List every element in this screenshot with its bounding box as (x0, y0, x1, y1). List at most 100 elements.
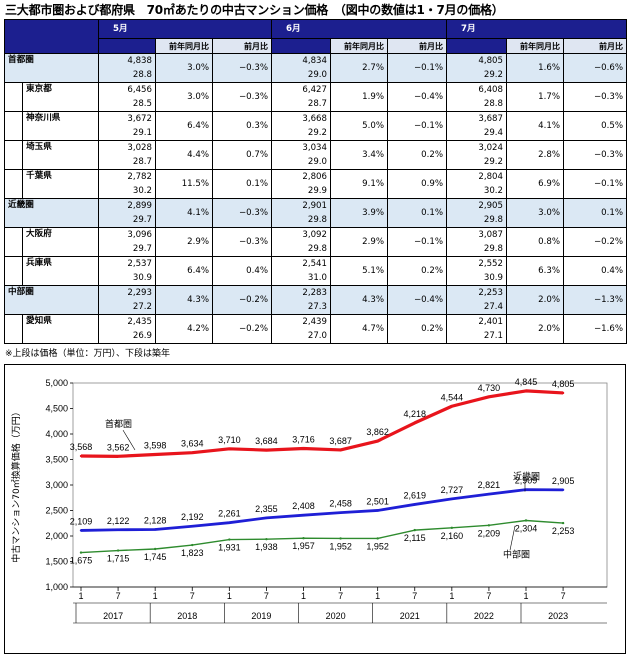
data-point (561, 521, 565, 525)
mom-cell: −0.4% (387, 82, 447, 112)
yoy-cell: 1.6% (506, 53, 564, 83)
data-label: 3,687 (329, 436, 352, 446)
yoy-cell: 2.0% (506, 285, 564, 315)
table-row: 埼玉県 3,028 4.4% 0.7% 3,034 3.4% 0.2% 3,024 2.8% −0… (4, 140, 627, 170)
yoy-cell: 5.1% (330, 256, 388, 286)
yoy-cell: 0.8% (506, 227, 564, 257)
mom-cell: 0.4% (563, 256, 627, 286)
region-label: 近畿圏 (8, 200, 34, 210)
region-name: 愛知県 (4, 314, 99, 344)
price-cell: 2,435 (98, 314, 156, 329)
data-point (524, 519, 528, 522)
yoy-cell: 5.0% (330, 111, 388, 141)
mom-cell: 0.2% (387, 256, 447, 286)
y-tick-label: 5,000 (45, 378, 68, 388)
data-label: 3,562 (107, 442, 130, 452)
price-cell: 2,804 (446, 169, 507, 184)
age-cell: 30.2 (446, 184, 507, 199)
x-tick-label: 7 (116, 591, 121, 601)
table-row-age: 29.7 29.8 29.8 (5, 242, 627, 257)
age-cell: 29.8 (271, 213, 331, 228)
age-cell: 29.9 (271, 184, 331, 199)
age-cell: 28.7 (271, 97, 331, 112)
data-point (302, 536, 305, 540)
series-name-chubu: 中部圏 (503, 548, 530, 560)
x-tick-label: 7 (338, 591, 343, 601)
price-cell: 3,034 (271, 140, 331, 155)
mom-cell: −0.1% (387, 227, 447, 257)
data-point (191, 451, 194, 454)
price-line-chart: 1,000 1,500 2,000 2,500 3,000 3,500 4,000 4,500… (10, 377, 608, 624)
data-label: 2,253 (552, 526, 575, 536)
series-name-shutoken: 首都圏 (105, 418, 132, 430)
table-row-age: 29.1 29.2 29.4 (5, 126, 627, 141)
data-point (376, 439, 379, 443)
price-cell: 2,283 (271, 285, 331, 300)
data-label: 4,845 (515, 377, 538, 387)
data-point (561, 488, 565, 492)
table-row-age: 30.2 29.9 30.2 (5, 184, 627, 199)
mom-cell: 0.1% (563, 198, 627, 228)
yoy-cell: 4.1% (506, 111, 564, 141)
yoy-cell: 6.4% (155, 111, 213, 141)
mom-cell: 0.1% (212, 169, 272, 199)
region-name: 兵庫県 (4, 256, 99, 286)
table-row: 千葉県 2,782 11.5% 0.1% 2,806 9.1% 0.9% 2,804 6.9% −… (4, 169, 627, 199)
data-label: 1,715 (107, 554, 130, 564)
region-name: 大阪府 (4, 227, 99, 257)
yoy-cell: 2.9% (155, 227, 213, 257)
yoy-cell: 4.1% (155, 198, 213, 228)
region-label: 大阪府 (22, 228, 98, 256)
data-point (413, 503, 416, 506)
year-label: 2022 (474, 611, 494, 621)
price-cell: 3,092 (271, 227, 331, 242)
yoy-cell: 9.1% (330, 169, 388, 199)
price-cell: 2,401 (446, 314, 507, 329)
series-line (80, 519, 564, 554)
price-cell: 3,687 (446, 111, 507, 126)
price-cell: 2,901 (271, 198, 331, 213)
table-row: 大阪府 3,096 2.9% −0.3% 3,092 2.9% −0.1% 3,087 0.8%… (4, 227, 627, 257)
region-name: 近畿圏 (4, 198, 99, 228)
data-point (413, 528, 416, 532)
age-cell: 27.3 (271, 300, 331, 315)
data-label: 2,501 (366, 496, 389, 506)
data-label: 4,218 (403, 409, 426, 419)
data-point (116, 455, 120, 458)
yoy-header: 前年同月比 (506, 38, 564, 54)
data-point (376, 537, 379, 540)
age-cell: 28.8 (446, 97, 507, 112)
data-label: 2,261 (218, 509, 241, 519)
age-cell: 30.2 (98, 184, 156, 199)
mom-cell: 0.2% (387, 140, 447, 170)
mom-cell: 0.9% (387, 169, 447, 199)
price-table: 5月 6月 7月 前年同月比 前月比 前年同月比 前月比 前年同月比 前月比 首都圏 4,838 3.… (4, 19, 627, 344)
yoy-cell: 4.3% (330, 285, 388, 315)
data-label: 4,544 (441, 392, 464, 402)
age-cell: 29.7 (98, 242, 156, 257)
data-point (116, 549, 120, 552)
data-label: 2,727 (441, 485, 464, 495)
x-tick-label: 7 (412, 591, 417, 601)
yoy-cell: 2.7% (330, 53, 388, 83)
series-name-kinki: 近畿圏 (513, 470, 540, 482)
data-label: 1,931 (218, 543, 241, 553)
leader-line (122, 429, 136, 451)
x-tick-label: 1 (78, 591, 83, 601)
data-label: 3,684 (255, 436, 278, 446)
price-cell: 2,905 (446, 198, 507, 213)
data-label: 1,952 (366, 541, 389, 551)
table-row: 中部圏 2,293 4.3% −0.2% 2,283 4.3% −0.4% 2,253 2.0%… (4, 285, 627, 315)
table-row: 首都圏 4,838 3.0% −0.3% 4,834 2.7% −0.1% 4,805 1.6%… (4, 53, 627, 83)
yoy-cell: 1.9% (330, 82, 388, 112)
price-cell: 2,782 (98, 169, 156, 184)
age-cell: 27.0 (271, 329, 331, 344)
age-cell: 29.4 (446, 126, 507, 141)
price-cell: 2,439 (271, 314, 331, 329)
mom-cell: −0.1% (387, 53, 447, 83)
table-row: 近畿圏 2,899 4.1% −0.3% 2,901 3.9% 0.1% 2,905 3.0% 0… (4, 198, 627, 228)
year-label: 2020 (326, 611, 346, 621)
yoy-cell: 6.9% (506, 169, 564, 199)
x-tick-label: 1 (375, 591, 380, 601)
age-cell: 29.0 (271, 68, 331, 83)
